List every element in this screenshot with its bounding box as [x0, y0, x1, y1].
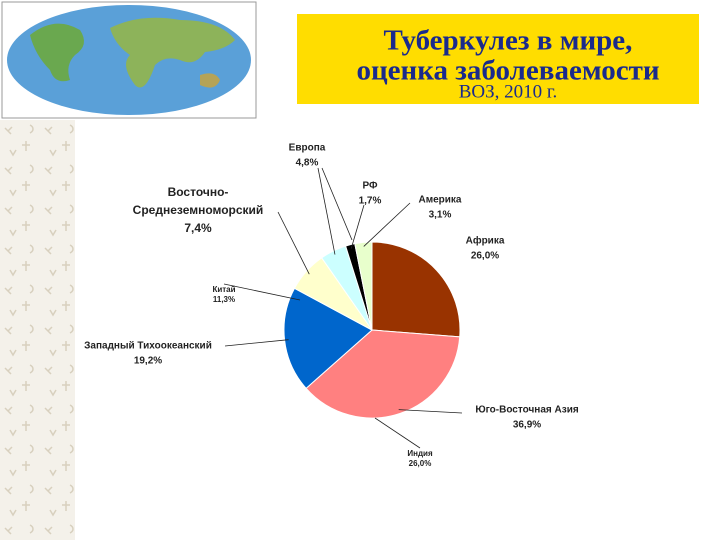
slice-label: Америка	[418, 195, 461, 206]
slice-label: Западный Тихоокеанский	[84, 341, 212, 352]
title-line-1: Туберкулез в мире,	[384, 25, 633, 57]
slice-value-label: 7,4%	[184, 221, 212, 235]
pie-slice	[371, 241, 461, 338]
slice-value-label: 36,9%	[513, 420, 541, 431]
pie-slice	[305, 329, 461, 419]
leader-line	[398, 409, 463, 414]
pie	[223, 167, 463, 449]
slice-label: Восточно-Среднеземноморский	[133, 185, 264, 217]
leader-line	[224, 339, 289, 347]
leader-line	[223, 283, 301, 301]
title-box	[297, 14, 699, 104]
chart-title: Туберкулез в мире,оценка заболеваемости	[356, 25, 659, 87]
pie-slice	[354, 241, 373, 331]
title-line-2: оценка заболеваемости	[356, 55, 659, 87]
leader-line	[350, 204, 365, 249]
annotation-value: 26,0%	[409, 459, 432, 468]
world-map	[1, 1, 257, 119]
annotation-value: 11,3%	[213, 295, 235, 304]
slice-value-label: 1,7%	[359, 196, 382, 207]
decor-strip	[0, 120, 75, 540]
leader-line	[317, 167, 336, 255]
slice-value-label: 19,2%	[134, 356, 162, 367]
leader-line	[374, 417, 421, 449]
slice-value-label: 4,8%	[296, 158, 319, 169]
slice-value-label: 3,1%	[429, 210, 452, 221]
chart-subtitle: ВОЗ, 2010 г.	[459, 81, 558, 102]
slice-value-label: 26,0%	[471, 251, 499, 262]
slice-label: Юго-Восточная Азия	[475, 405, 579, 416]
leader-line	[321, 167, 353, 241]
annotation-text: Индия	[407, 449, 433, 458]
leader-line	[277, 211, 310, 275]
annotation-text: Китай	[212, 285, 235, 294]
leader-line	[363, 202, 411, 247]
slice-label: Африка	[466, 235, 505, 247]
slice-label: РФ	[362, 181, 378, 192]
slice-label: Европа	[289, 143, 326, 154]
